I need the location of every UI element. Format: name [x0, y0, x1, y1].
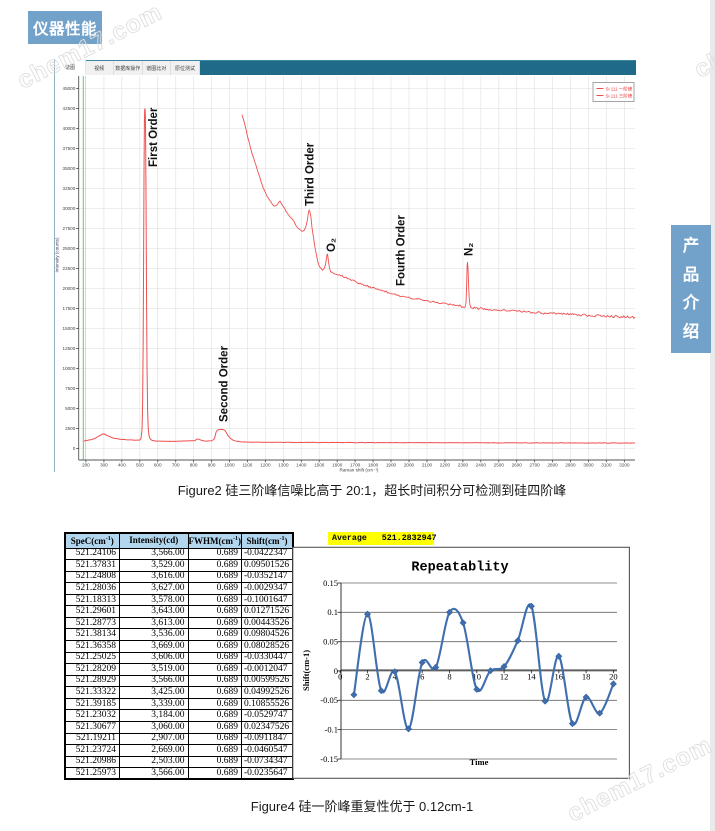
svg-text:32500: 32500	[63, 186, 76, 191]
svg-text:2500: 2500	[494, 463, 505, 468]
svg-text:27500: 27500	[63, 226, 76, 231]
svg-text:600: 600	[154, 463, 162, 468]
svg-text:1400: 1400	[296, 463, 307, 468]
svg-text:200: 200	[82, 463, 90, 468]
svg-text:Fourth Order: Fourth Order	[396, 215, 408, 286]
svg-text:Si 111 三阶峰: Si 111 三阶峰	[606, 92, 633, 99]
svg-text:18: 18	[582, 672, 591, 682]
svg-text:5000: 5000	[65, 406, 76, 411]
svg-text:800: 800	[190, 463, 198, 468]
svg-text:15000: 15000	[63, 326, 76, 331]
svg-text:1500: 1500	[314, 463, 325, 468]
svg-text:2700: 2700	[529, 463, 540, 468]
svg-text:First Order: First Order	[148, 107, 160, 167]
svg-text:700: 700	[172, 463, 180, 468]
svg-text:16: 16	[555, 672, 564, 682]
svg-text:2900: 2900	[565, 463, 576, 468]
svg-text:-0.05: -0.05	[320, 695, 338, 705]
svg-text:2800: 2800	[547, 463, 558, 468]
svg-text:1000: 1000	[224, 463, 235, 468]
svg-text:8: 8	[447, 672, 451, 682]
svg-text:10000: 10000	[63, 366, 76, 371]
svg-text:2: 2	[365, 672, 369, 682]
svg-text:Repeatablity: Repeatablity	[411, 561, 508, 576]
svg-text:0.15: 0.15	[323, 578, 338, 588]
svg-text:22500: 22500	[63, 266, 76, 271]
svg-text:1600: 1600	[332, 463, 343, 468]
svg-text:14: 14	[527, 672, 536, 682]
svg-text:Shift(cm-1): Shift(cm-1)	[301, 650, 311, 691]
svg-text:4: 4	[393, 672, 398, 682]
svg-text:20: 20	[609, 672, 618, 682]
svg-text:1200: 1200	[260, 463, 271, 468]
svg-text:2100: 2100	[422, 463, 433, 468]
svg-text:3100: 3100	[601, 463, 612, 468]
svg-text:12500: 12500	[63, 346, 76, 351]
svg-text:1900: 1900	[386, 463, 397, 468]
svg-text:300: 300	[100, 463, 108, 468]
svg-text:Si 111 一阶峰: Si 111 一阶峰	[606, 85, 633, 92]
svg-text:Third Order: Third Order	[305, 142, 317, 206]
svg-text:17500: 17500	[63, 306, 76, 311]
svg-text:Second Order: Second Order	[219, 345, 231, 422]
svg-text:25000: 25000	[63, 246, 76, 251]
svg-text:900: 900	[208, 463, 216, 468]
svg-text:Intensity (counts): Intensity (counts)	[55, 237, 60, 272]
svg-text:N₂: N₂	[464, 243, 476, 256]
svg-text:40000: 40000	[63, 126, 76, 131]
svg-text:-0.1: -0.1	[325, 724, 338, 734]
svg-text:-0.15: -0.15	[320, 754, 338, 764]
svg-text:0: 0	[334, 666, 338, 676]
svg-text:1100: 1100	[242, 463, 252, 468]
svg-text:2200: 2200	[440, 463, 451, 468]
svg-text:1700: 1700	[350, 463, 361, 468]
svg-text:35000: 35000	[63, 166, 76, 171]
svg-text:3000: 3000	[583, 463, 594, 468]
svg-text:2000: 2000	[404, 463, 415, 468]
svg-text:Time: Time	[470, 757, 489, 767]
svg-text:2500: 2500	[65, 426, 76, 431]
svg-text:45000: 45000	[63, 86, 76, 91]
svg-text:0.1: 0.1	[327, 607, 338, 617]
svg-text:0: 0	[73, 446, 76, 451]
svg-text:20000: 20000	[63, 286, 76, 291]
svg-text:6: 6	[420, 672, 424, 682]
svg-text:30000: 30000	[63, 206, 76, 211]
svg-text:42500: 42500	[63, 106, 76, 111]
svg-text:12: 12	[500, 672, 509, 682]
svg-text:0: 0	[338, 672, 342, 682]
svg-text:10: 10	[473, 672, 482, 682]
svg-text:0.05: 0.05	[323, 637, 338, 647]
svg-text:2600: 2600	[512, 463, 523, 468]
svg-text:500: 500	[136, 463, 144, 468]
svg-text:7500: 7500	[65, 386, 76, 391]
svg-text:Raman shift (cm⁻¹): Raman shift (cm⁻¹)	[340, 468, 379, 473]
svg-text:O₂: O₂	[326, 238, 338, 252]
svg-text:3200: 3200	[619, 463, 630, 468]
svg-text:1800: 1800	[368, 463, 379, 468]
svg-text:1300: 1300	[278, 463, 289, 468]
svg-text:400: 400	[118, 463, 126, 468]
svg-text:37500: 37500	[63, 146, 76, 151]
svg-text:2300: 2300	[458, 463, 469, 468]
svg-text:2400: 2400	[476, 463, 487, 468]
